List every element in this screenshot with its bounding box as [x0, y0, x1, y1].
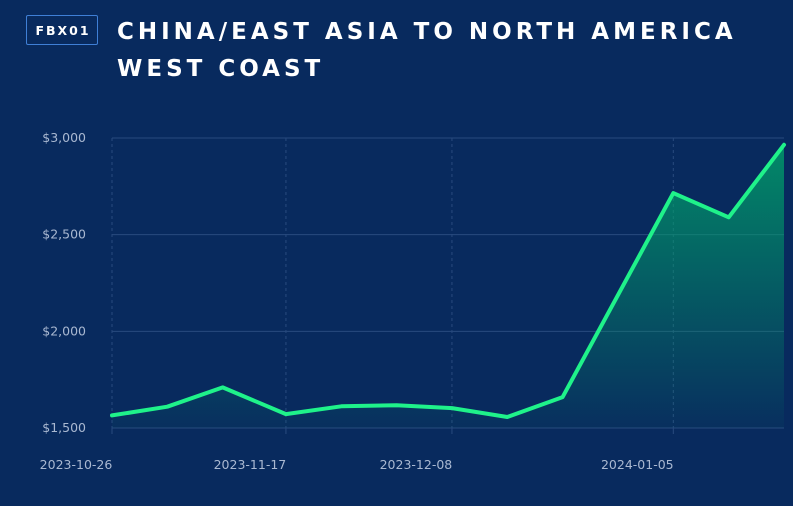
y-axis: $1,500 $2,000 $2,500 $3,000 [42, 130, 86, 435]
y-tick-label: $3,000 [42, 130, 86, 145]
x-tick-label: 2023-10-26 [40, 457, 113, 472]
y-tick-label: $1,500 [42, 420, 86, 435]
series-line [110, 142, 786, 419]
area-fill-layer [112, 144, 784, 429]
x-tick-label: 2024-01-05 [601, 457, 674, 472]
y-tick-label: $2,000 [42, 323, 86, 338]
series-line-layer [110, 142, 786, 419]
x-axis: 2023-10-26 2023-11-17 2023-12-08 2024-01-05 [40, 457, 674, 472]
x-tick-label: 2023-11-17 [214, 457, 287, 472]
chart-title: CHINA/EAST ASIA TO NORTH AMERICA WEST CO… [117, 19, 737, 82]
area-fill [112, 144, 784, 429]
index-badge: FBX01 [26, 15, 98, 45]
x-tick-label: 2023-12-08 [380, 457, 453, 472]
y-tick-label: $2,500 [42, 227, 86, 242]
